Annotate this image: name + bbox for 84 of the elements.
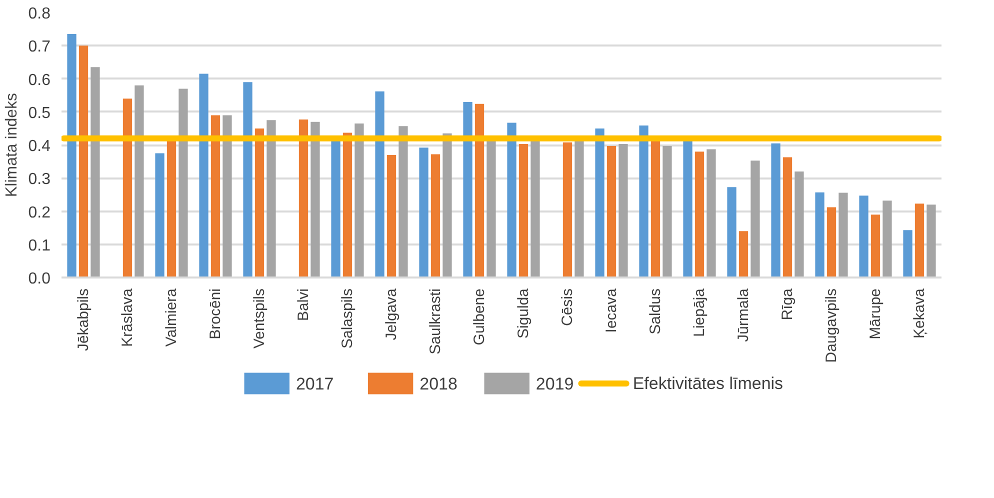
bar <box>706 149 716 278</box>
bar <box>815 192 824 278</box>
legend-label: 2017 <box>296 374 334 394</box>
bar <box>419 148 428 278</box>
bar <box>518 144 528 278</box>
x-tick-label: Cēsis <box>559 288 576 326</box>
x-tick-label: Liepāja <box>691 288 708 337</box>
bar <box>507 122 516 278</box>
bar <box>310 122 320 278</box>
bar <box>771 143 780 278</box>
bar <box>386 154 396 278</box>
bar <box>222 115 232 278</box>
y-tick-label: 0.8 <box>28 6 51 22</box>
x-tick-label: Ventspils <box>251 288 268 349</box>
y-tick-label: 0.3 <box>28 171 51 188</box>
bar <box>298 119 308 278</box>
bar <box>178 88 188 278</box>
bar <box>782 157 792 278</box>
y-tick-label: 0.6 <box>28 72 51 89</box>
x-tick-label: Iecava <box>603 288 620 333</box>
x-tick-label: Saldus <box>647 288 664 334</box>
x-tick-label: Salaspils <box>339 288 356 349</box>
bar <box>914 204 924 278</box>
bar <box>838 192 848 278</box>
x-tick-label: Jēkabpils <box>75 288 92 352</box>
bar <box>859 196 868 278</box>
y-tick-label: 0.5 <box>28 104 51 122</box>
x-tick-label: Sigulda <box>515 288 532 339</box>
bar <box>342 132 352 278</box>
bar <box>210 115 220 278</box>
x-tick-label: Daugavpils <box>823 288 840 363</box>
bar <box>926 204 936 278</box>
y-tick-label: 0.4 <box>28 138 51 155</box>
bar <box>134 85 144 278</box>
bar <box>870 214 880 278</box>
bar <box>618 144 628 278</box>
y-tick-label: 0.1 <box>28 237 51 254</box>
bar <box>155 153 164 278</box>
bar <box>882 200 892 278</box>
bar <box>243 82 252 278</box>
y-tick-label: 0.7 <box>28 38 51 56</box>
x-tick-label: Rīga <box>779 288 796 320</box>
bar <box>266 120 276 278</box>
x-tick-label: Balvi <box>295 288 312 322</box>
legend-label: 2018 <box>420 374 458 394</box>
y-axis-title: Klimata indeks <box>3 92 20 198</box>
x-tick-label: Valmiera <box>163 288 180 347</box>
bar <box>90 67 100 278</box>
bar <box>694 152 704 278</box>
x-tick-label: Jelgava <box>383 288 400 340</box>
bar <box>738 231 748 278</box>
bar <box>750 160 760 278</box>
y-tick-label: 0.0 <box>28 270 51 288</box>
bar <box>794 172 804 278</box>
bar <box>606 146 616 278</box>
bar <box>727 187 736 278</box>
x-tick-label: Saulkrasti <box>427 288 444 354</box>
x-tick-label: Mārupe <box>867 288 884 340</box>
bar <box>199 74 208 278</box>
y-tick-label: 0.2 <box>28 204 51 222</box>
bar <box>474 104 484 278</box>
bar <box>826 207 836 278</box>
bar <box>78 46 88 278</box>
bar <box>595 128 604 278</box>
legend-label: Efektivitātes līmenis <box>632 374 784 393</box>
bar <box>639 125 648 278</box>
x-tick-label: Krāslava <box>119 288 136 347</box>
bar <box>254 128 264 278</box>
legend-label: 2019 <box>536 374 574 394</box>
bar <box>354 123 364 278</box>
bar <box>463 102 472 278</box>
bar <box>398 126 408 278</box>
x-tick-label: Brocēni <box>207 288 224 340</box>
bar <box>903 230 912 278</box>
x-tick-label: Jūrmala <box>735 288 752 342</box>
bar <box>662 146 672 278</box>
x-tick-label: Ķekava <box>911 288 928 339</box>
bar <box>375 91 384 278</box>
bar <box>122 98 132 278</box>
bar <box>67 34 76 278</box>
bar <box>430 154 440 278</box>
x-tick-label: Gulbene <box>471 288 488 346</box>
bar <box>562 142 572 278</box>
bar <box>442 133 452 278</box>
